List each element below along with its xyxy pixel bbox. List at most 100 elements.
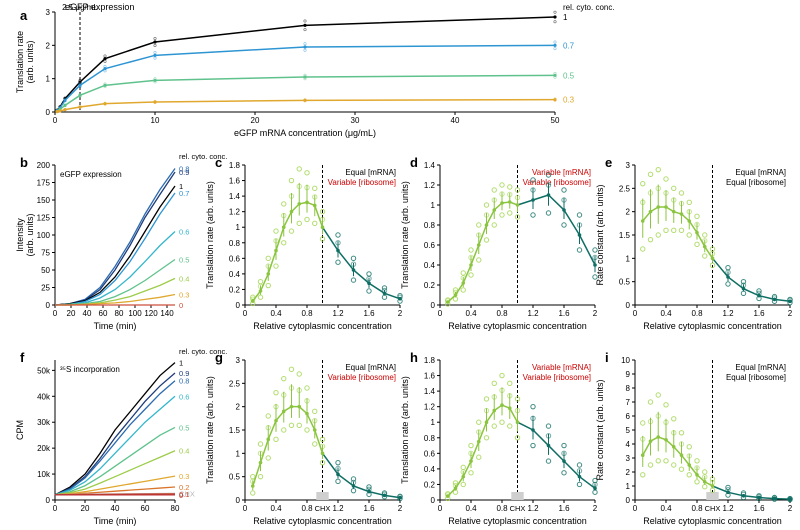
figure-root: a010203040500123eGFP mRNA concentration … bbox=[0, 0, 800, 530]
svg-text:1: 1 bbox=[46, 75, 51, 84]
svg-text:125: 125 bbox=[37, 214, 51, 223]
svg-text:Equal [mRNA]: Equal [mRNA] bbox=[345, 363, 396, 372]
svg-text:200: 200 bbox=[37, 161, 51, 170]
svg-text:Time (min): Time (min) bbox=[94, 516, 137, 526]
svg-text:0.4: 0.4 bbox=[270, 504, 282, 513]
svg-text:0.4: 0.4 bbox=[465, 309, 477, 318]
svg-text:0.8: 0.8 bbox=[229, 239, 241, 248]
svg-text:9: 9 bbox=[626, 370, 631, 379]
svg-text:³⁵S incorporation: ³⁵S incorporation bbox=[60, 365, 120, 374]
svg-text:4: 4 bbox=[626, 440, 631, 449]
svg-text:175: 175 bbox=[37, 179, 51, 188]
svg-text:50: 50 bbox=[41, 266, 50, 275]
svg-text:0: 0 bbox=[46, 301, 51, 310]
svg-text:40k: 40k bbox=[37, 392, 51, 401]
svg-text:6: 6 bbox=[626, 412, 631, 421]
svg-text:20k: 20k bbox=[37, 444, 51, 453]
svg-text:CHX: CHX bbox=[510, 504, 526, 513]
svg-text:1.5: 1.5 bbox=[229, 426, 241, 435]
svg-text:1.6: 1.6 bbox=[363, 504, 375, 513]
svg-text:0.5: 0.5 bbox=[229, 473, 241, 482]
svg-text:0.6: 0.6 bbox=[424, 449, 436, 458]
svg-text:Translation rate (arb. units): Translation rate (arb. units) bbox=[205, 181, 215, 289]
svg-text:1.4: 1.4 bbox=[424, 161, 436, 170]
svg-text:2: 2 bbox=[236, 403, 241, 412]
svg-text:30k: 30k bbox=[37, 418, 51, 427]
svg-text:0.8: 0.8 bbox=[301, 504, 313, 513]
svg-text:7: 7 bbox=[626, 398, 631, 407]
svg-text:0.4: 0.4 bbox=[424, 261, 436, 270]
svg-text:2: 2 bbox=[788, 504, 793, 513]
svg-text:0.5: 0.5 bbox=[563, 71, 575, 80]
svg-text:1.6: 1.6 bbox=[558, 504, 570, 513]
svg-text:0.8: 0.8 bbox=[691, 309, 703, 318]
panel-a-chart: 010203040500123eGFP mRNA concentration (… bbox=[0, 0, 800, 150]
svg-text:1: 1 bbox=[431, 418, 436, 427]
svg-text:rel. cyto. conc.: rel. cyto. conc. bbox=[563, 3, 615, 12]
svg-text:2: 2 bbox=[626, 208, 631, 217]
svg-text:75: 75 bbox=[41, 249, 50, 258]
svg-text:60: 60 bbox=[99, 309, 108, 318]
svg-text:CPM: CPM bbox=[15, 420, 25, 440]
svg-text:0: 0 bbox=[626, 301, 631, 310]
svg-text:10: 10 bbox=[151, 116, 160, 125]
svg-text:1.2: 1.2 bbox=[332, 504, 344, 513]
svg-text:0.4: 0.4 bbox=[424, 465, 436, 474]
svg-text:40: 40 bbox=[451, 116, 460, 125]
svg-text:Variable [ribosome]: Variable [ribosome] bbox=[328, 178, 396, 187]
svg-text:50k: 50k bbox=[37, 366, 51, 375]
svg-text:0.2: 0.2 bbox=[424, 480, 436, 489]
svg-text:2.5: 2.5 bbox=[229, 379, 241, 388]
panel-g-chart: 00.40.81.21.6200.511.522.53Relative cyto… bbox=[205, 345, 410, 530]
svg-text:0: 0 bbox=[633, 309, 638, 318]
svg-text:1.2: 1.2 bbox=[527, 309, 539, 318]
svg-text:5: 5 bbox=[626, 426, 631, 435]
svg-text:0.5: 0.5 bbox=[179, 256, 189, 265]
svg-text:Variable [mRNA]: Variable [mRNA] bbox=[532, 363, 591, 372]
svg-text:0.3: 0.3 bbox=[179, 291, 189, 300]
svg-text:0.2: 0.2 bbox=[229, 285, 241, 294]
svg-text:Relative cytoplasmic concentra: Relative cytoplasmic concentration bbox=[643, 516, 782, 526]
svg-text:1.8: 1.8 bbox=[424, 356, 436, 365]
svg-text:1.8: 1.8 bbox=[229, 161, 241, 170]
svg-text:1.4: 1.4 bbox=[424, 387, 436, 396]
svg-text:0: 0 bbox=[46, 496, 51, 505]
svg-text:Intensity: Intensity bbox=[15, 218, 25, 252]
svg-text:Relative cytoplasmic concentra: Relative cytoplasmic concentration bbox=[448, 321, 587, 331]
svg-text:0: 0 bbox=[179, 491, 183, 500]
svg-text:1: 1 bbox=[179, 359, 183, 368]
svg-text:2: 2 bbox=[788, 309, 793, 318]
svg-text:1.5: 1.5 bbox=[619, 231, 631, 240]
svg-text:100: 100 bbox=[37, 231, 51, 240]
svg-text:0: 0 bbox=[431, 496, 436, 505]
svg-text:0: 0 bbox=[53, 116, 58, 125]
svg-text:40: 40 bbox=[111, 504, 120, 513]
svg-text:Variable [ribosome]: Variable [ribosome] bbox=[328, 373, 396, 382]
svg-text:CHX: CHX bbox=[705, 504, 721, 513]
svg-text:Translation rate: Translation rate bbox=[15, 31, 25, 93]
svg-text:1: 1 bbox=[626, 254, 631, 263]
svg-text:80: 80 bbox=[115, 309, 124, 318]
svg-text:0.6: 0.6 bbox=[229, 254, 241, 263]
svg-text:1.2: 1.2 bbox=[332, 309, 344, 318]
panel-b-chart: 0204060801001201400255075100125150175200… bbox=[0, 145, 230, 345]
svg-text:0.4: 0.4 bbox=[465, 504, 477, 513]
svg-text:140: 140 bbox=[160, 309, 174, 318]
svg-text:Rate constant (arb. units): Rate constant (arb. units) bbox=[595, 379, 605, 480]
svg-text:0.8: 0.8 bbox=[179, 377, 189, 386]
panel-i-chart: 00.40.81.21.62012345678910Relative cytop… bbox=[595, 345, 800, 530]
svg-text:0.4: 0.4 bbox=[179, 274, 189, 283]
svg-text:CHX: CHX bbox=[315, 504, 331, 513]
svg-text:3: 3 bbox=[626, 454, 631, 463]
svg-text:2: 2 bbox=[46, 41, 51, 50]
panel-h-chart: 00.40.81.21.6200.20.40.60.811.21.41.61.8… bbox=[400, 345, 605, 530]
svg-text:0: 0 bbox=[633, 504, 638, 513]
svg-text:Translation rate (arb. units): Translation rate (arb. units) bbox=[400, 376, 410, 484]
svg-text:1: 1 bbox=[236, 223, 241, 232]
svg-text:Equal [mRNA]: Equal [mRNA] bbox=[735, 168, 786, 177]
svg-text:0.4: 0.4 bbox=[270, 309, 282, 318]
svg-text:Equal [ribosome]: Equal [ribosome] bbox=[726, 178, 786, 187]
svg-text:25: 25 bbox=[41, 284, 50, 293]
svg-text:30: 30 bbox=[351, 116, 360, 125]
svg-text:0.8: 0.8 bbox=[301, 309, 313, 318]
